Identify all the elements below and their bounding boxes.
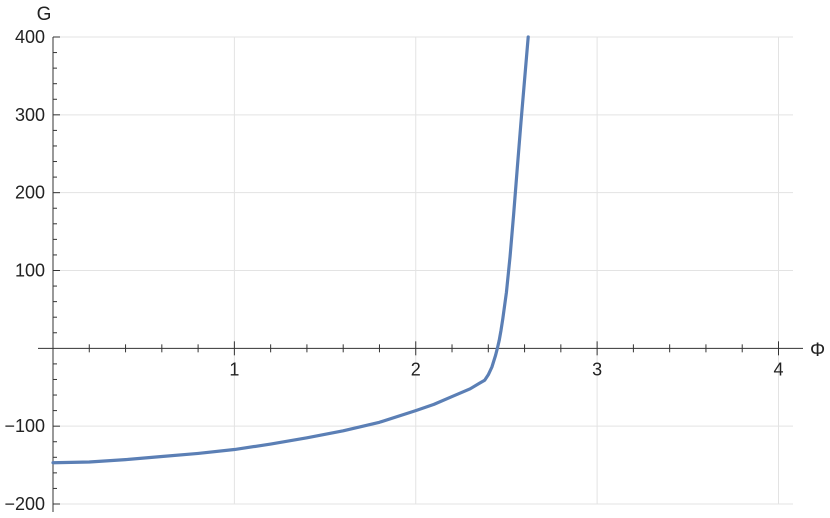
series-layer	[51, 35, 530, 465]
grid	[53, 36, 793, 505]
y-axis-label: G	[37, 4, 52, 25]
x-tick-label: 3	[592, 359, 602, 379]
y-tick-label: 200	[15, 183, 45, 203]
x-axis-label: Φ	[810, 340, 825, 361]
axes	[38, 37, 803, 512]
ticks	[53, 36, 779, 505]
y-tick-label: 100	[15, 261, 45, 281]
tick-labels: 1 2 3 4 −200 −100 100 200 300 400	[4, 27, 783, 514]
x-tick-label: 2	[411, 359, 421, 379]
y-tick-label: −200	[4, 494, 45, 514]
x-tick-label: 4	[773, 359, 783, 379]
y-tick-label: 400	[15, 27, 45, 47]
y-tick-label: −100	[4, 416, 45, 436]
y-tick-label: 300	[15, 105, 45, 125]
x-tick-label: 1	[229, 359, 239, 379]
series-line	[51, 35, 530, 465]
